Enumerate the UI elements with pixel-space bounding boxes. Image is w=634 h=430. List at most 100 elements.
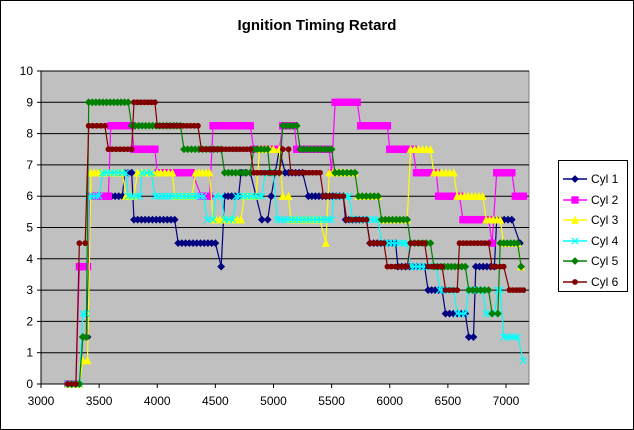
data-point	[461, 262, 470, 271]
x-tick-label: 3500	[86, 394, 113, 408]
data-point	[383, 122, 392, 130]
data-point	[284, 191, 293, 200]
data-point	[478, 191, 487, 200]
data-point	[493, 309, 502, 318]
data-point	[374, 192, 383, 201]
data-point	[484, 286, 493, 295]
x-tick-label: 6500	[435, 394, 462, 408]
data-point	[439, 263, 445, 270]
data-point	[404, 263, 411, 270]
legend-swatch	[563, 195, 587, 204]
data-point	[205, 168, 214, 177]
data-point	[229, 216, 237, 224]
data-point	[122, 169, 130, 177]
data-point	[292, 121, 301, 130]
data-point	[520, 287, 527, 294]
data-point	[95, 192, 103, 200]
data-point	[276, 169, 283, 176]
data-point	[217, 192, 225, 200]
data-point	[485, 240, 492, 247]
data-point	[403, 215, 412, 224]
data-point	[340, 193, 347, 200]
x-tick-label: 7000	[493, 394, 520, 408]
data-point	[236, 215, 245, 224]
legend-swatch	[563, 278, 587, 285]
y-tick-label: 7	[26, 158, 33, 172]
legend-item: Cyl 6	[559, 272, 629, 292]
data-point	[267, 192, 276, 201]
legend-swatch	[563, 257, 587, 265]
data-point	[147, 169, 156, 177]
data-point	[258, 192, 266, 200]
legend-marker	[571, 175, 579, 183]
data-point	[211, 239, 220, 248]
legend-item: Cyl 3	[559, 210, 629, 230]
data-point	[426, 144, 435, 153]
data-point	[279, 146, 286, 153]
data-point	[321, 238, 330, 247]
legend-label: Cyl 1	[591, 172, 619, 186]
x-tick-label: 4500	[202, 394, 229, 408]
data-point	[200, 192, 208, 200]
legend-item: Cyl 4	[559, 231, 629, 251]
data-point	[247, 146, 254, 153]
data-point	[363, 216, 370, 223]
data-point	[513, 239, 522, 248]
data-point	[519, 356, 528, 365]
data-point	[217, 262, 226, 271]
data-point	[328, 216, 336, 224]
data-point	[469, 333, 478, 341]
legend-item: Cyl 5	[559, 251, 629, 271]
data-point	[454, 287, 461, 294]
data-point	[102, 122, 108, 129]
data-point	[82, 240, 89, 247]
data-point	[263, 145, 272, 154]
data-point	[421, 240, 428, 247]
legend-marker	[570, 215, 580, 224]
chart-title: Ignition Timing Retard	[237, 17, 397, 34]
legend-label: Cyl 6	[591, 274, 619, 289]
y-tick-label: 0	[26, 377, 33, 391]
data-point	[461, 309, 469, 318]
data-point	[124, 98, 133, 107]
legend-marker	[571, 236, 579, 245]
data-point	[72, 381, 79, 387]
x-tick-label: 5500	[318, 394, 345, 408]
x-tick-label: 5000	[260, 394, 287, 408]
data-point	[426, 239, 435, 248]
legend-label: Cyl 3	[591, 213, 619, 227]
data-point	[488, 309, 496, 318]
legend-marker	[571, 195, 579, 204]
data-point	[263, 215, 272, 224]
data-point	[285, 146, 292, 153]
data-point	[257, 215, 266, 224]
data-point	[76, 240, 83, 247]
legend-swatch	[563, 215, 587, 224]
x-tick-label: 6000	[376, 394, 403, 408]
legend-label: Cyl 4	[591, 233, 619, 248]
y-tick-label: 1	[26, 346, 33, 360]
data-point	[269, 144, 278, 153]
data-point	[205, 192, 214, 200]
legend-item: Cyl 1	[559, 169, 629, 189]
chart-legend: Cyl 1 Cyl 2 Cyl 3 Cyl 4 Cyl 5 Cyl 6	[558, 160, 628, 292]
data-point	[246, 122, 254, 130]
x-tick-label: 4000	[144, 394, 171, 408]
legend-marker	[571, 257, 579, 265]
data-point	[500, 263, 507, 270]
data-point	[209, 216, 217, 224]
y-tick-label: 3	[26, 283, 33, 297]
data-point	[449, 168, 458, 177]
data-point	[381, 240, 387, 247]
data-point	[168, 168, 177, 177]
data-point	[327, 145, 336, 154]
legend-swatch	[563, 175, 587, 183]
legend-marker	[572, 278, 578, 285]
data-point	[278, 191, 287, 200]
data-point	[82, 333, 91, 341]
data-point	[211, 192, 219, 200]
legend-swatch	[563, 236, 587, 245]
data-point	[136, 192, 144, 200]
data-point	[104, 192, 113, 200]
data-point	[353, 98, 361, 106]
